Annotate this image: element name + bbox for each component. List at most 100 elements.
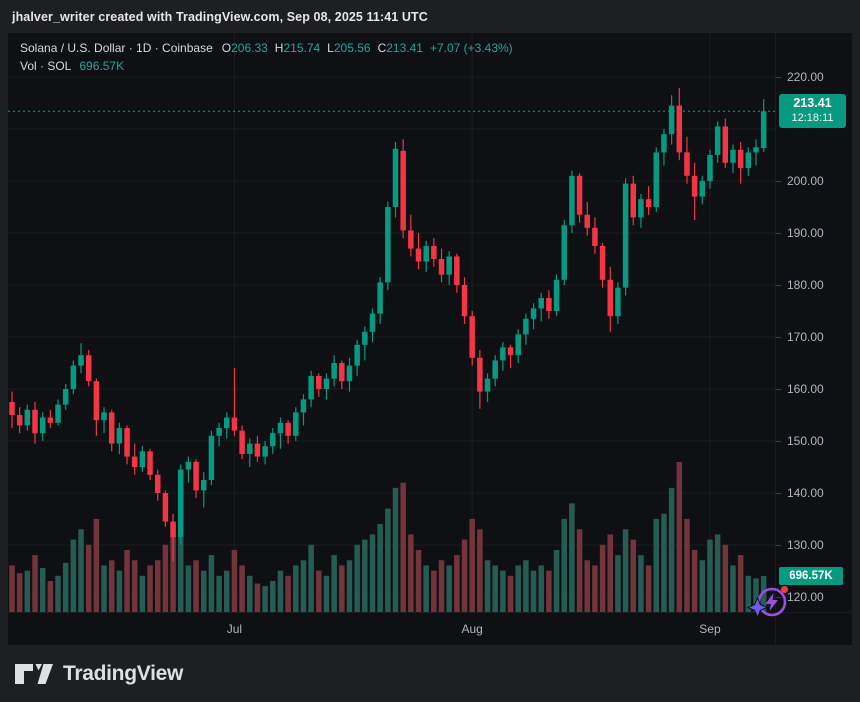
chart-canvas[interactable] — [8, 33, 775, 612]
volume-bar — [85, 544, 92, 612]
volume-bar — [622, 529, 629, 612]
tradingview-logo-icon[interactable] — [14, 660, 54, 688]
volume-bar — [607, 534, 614, 612]
volume-bar — [354, 544, 360, 612]
candle-body — [323, 378, 330, 389]
volume-bar — [576, 529, 583, 612]
attribution-text: jhalver_writer created with TradingView.… — [12, 9, 428, 24]
volume-bar — [201, 570, 207, 612]
candle-body — [615, 287, 621, 317]
candle-body — [285, 422, 291, 436]
volume-bar — [653, 518, 660, 612]
volume-bar — [668, 487, 675, 612]
volume-bar — [592, 565, 598, 612]
candle-body — [592, 227, 598, 246]
volume-bar — [530, 570, 537, 612]
candle-body — [32, 409, 38, 434]
candle-body — [316, 376, 322, 389]
candle-body — [124, 428, 130, 457]
candle-body — [546, 298, 552, 311]
candle-body — [737, 149, 744, 168]
volume-bar — [116, 570, 123, 612]
price-tick-label: 180.00 — [787, 278, 824, 292]
volume-bar — [753, 578, 759, 612]
candle-body — [154, 474, 161, 493]
candle-body — [461, 285, 468, 317]
candle-body — [346, 365, 353, 382]
volume-bar — [170, 524, 176, 612]
candle-body — [691, 175, 698, 197]
volume-bar — [569, 503, 575, 612]
footer: TradingView — [0, 645, 860, 702]
volume-bar — [55, 575, 61, 612]
symbol-title: Solana / U.S. Dollar · 1D · Coinbase — [20, 41, 213, 55]
volume-bar — [730, 565, 736, 612]
volume-bar — [561, 518, 567, 612]
candle-body — [630, 183, 637, 218]
candle-body — [193, 461, 199, 491]
candle-body — [469, 316, 475, 358]
volume-bar — [415, 549, 422, 612]
candle-body — [139, 451, 146, 467]
last-price-value: 213.41 — [793, 96, 832, 111]
volume-bar — [469, 518, 475, 612]
candle-body — [216, 428, 222, 436]
candle-body — [300, 399, 307, 413]
volume-bar — [308, 544, 314, 612]
volume-bar — [714, 534, 721, 612]
volume-bar — [423, 565, 429, 612]
candle-body — [538, 298, 544, 309]
candle-body — [201, 480, 207, 491]
candle-body — [308, 376, 314, 400]
candle-body — [484, 378, 491, 392]
volume-bar — [500, 570, 506, 612]
price-tick-mark — [776, 596, 781, 598]
volume-bar — [745, 575, 752, 612]
volume-label: Vol · SOL — [20, 59, 72, 73]
candle-body — [446, 256, 452, 275]
candle-body — [24, 409, 31, 426]
price-axis[interactable]: 213.41 12:18:11 696.57K 220.00 200.00 190.… — [775, 33, 853, 645]
price-tick-mark — [776, 232, 781, 234]
volume-bar — [247, 575, 253, 612]
candle-body — [645, 199, 652, 207]
candle-body — [185, 461, 192, 470]
notification-dot-icon — [780, 585, 789, 594]
candle-body — [247, 443, 253, 454]
candle-body — [684, 152, 690, 176]
volume-bar — [177, 529, 184, 612]
spark-feature-icon[interactable] — [746, 578, 794, 624]
candle-body — [507, 347, 514, 356]
candle-body — [707, 155, 713, 181]
candle-body — [607, 279, 614, 317]
time-axis[interactable]: Jul Aug Sep — [8, 612, 852, 646]
candle-body — [369, 313, 376, 332]
candle-body — [147, 451, 153, 475]
volume-bar — [101, 565, 107, 612]
volume-bar — [661, 513, 667, 612]
chart-panel[interactable]: Solana / U.S. Dollar · 1D · Coinbase O20… — [8, 33, 852, 645]
candle-body — [78, 355, 84, 366]
volume-bar — [553, 549, 560, 612]
volume-bar — [431, 570, 437, 612]
volume-bar — [584, 560, 590, 612]
attribution-bar: jhalver_writer created with TradingView.… — [0, 0, 860, 33]
volume-bar — [9, 565, 15, 612]
candle-body — [231, 417, 238, 431]
tradingview-wordmark[interactable]: TradingView — [63, 661, 184, 685]
volume-bar — [760, 575, 767, 612]
volume-bar — [300, 560, 307, 612]
volume-bar — [400, 482, 406, 612]
volume-bar — [507, 575, 514, 612]
price-tick-label: 160.00 — [787, 382, 824, 396]
price-tick-mark — [776, 336, 781, 338]
candle-body — [599, 246, 606, 280]
volume-bar — [392, 487, 399, 612]
candle-body — [454, 256, 460, 285]
bar-countdown: 12:18:11 — [791, 112, 834, 125]
candle-body — [415, 248, 422, 262]
candle-body — [362, 331, 368, 345]
candle-body — [101, 412, 107, 421]
candle-body — [85, 355, 92, 382]
volume-bar — [39, 568, 46, 612]
